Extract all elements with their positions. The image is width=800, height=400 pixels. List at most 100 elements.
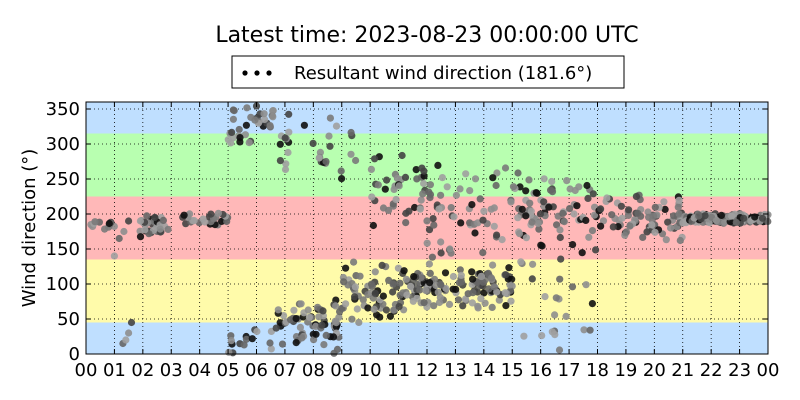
data-point — [437, 238, 445, 246]
data-point — [525, 176, 533, 184]
data-point — [541, 293, 549, 301]
data-point — [569, 241, 577, 249]
y-tick-label: 200 — [46, 204, 80, 225]
data-point — [241, 131, 249, 139]
data-point — [425, 226, 434, 234]
data-point — [417, 274, 425, 282]
data-point — [438, 174, 446, 182]
data-point — [351, 293, 359, 301]
data-point — [214, 209, 222, 217]
data-point — [369, 221, 377, 230]
data-point — [393, 174, 402, 182]
data-point — [367, 280, 376, 288]
data-point — [376, 313, 384, 321]
data-point — [374, 181, 382, 189]
data-point — [437, 191, 445, 199]
data-point — [245, 139, 253, 147]
data-point — [461, 295, 470, 303]
data-point — [266, 339, 274, 347]
x-tick-label: 10 — [359, 360, 382, 381]
data-point — [468, 201, 476, 209]
data-point — [584, 194, 592, 202]
y-axis-label: Wind direction (°) — [19, 149, 40, 308]
data-point — [229, 115, 237, 123]
x-tick-label: 18 — [586, 360, 609, 381]
data-point — [253, 327, 261, 336]
data-point — [471, 229, 479, 237]
data-point — [481, 299, 489, 307]
data-point — [476, 195, 484, 203]
data-point — [164, 225, 172, 233]
data-point — [664, 218, 672, 226]
data-point — [322, 331, 330, 339]
data-point — [115, 234, 123, 243]
data-point — [485, 285, 493, 293]
data-point — [548, 328, 556, 336]
data-point — [282, 160, 290, 168]
data-point — [407, 282, 415, 290]
data-point — [437, 280, 445, 289]
data-point — [423, 217, 431, 225]
x-tick-label: 08 — [302, 360, 325, 381]
data-point — [582, 216, 590, 224]
data-point — [532, 189, 540, 197]
x-tick-label: 15 — [501, 360, 524, 381]
data-point — [740, 214, 748, 222]
data-point — [284, 148, 292, 157]
data-point — [552, 294, 560, 302]
data-point — [559, 209, 567, 217]
data-point — [426, 269, 434, 277]
x-tick-label: 17 — [558, 360, 581, 381]
data-point — [540, 198, 548, 206]
data-point — [624, 211, 633, 219]
data-point — [251, 116, 259, 124]
data-point — [480, 289, 488, 297]
data-point — [751, 213, 759, 221]
x-tick-label: 07 — [273, 360, 296, 381]
data-point — [199, 215, 207, 223]
data-point — [227, 337, 235, 345]
data-point — [457, 219, 465, 227]
data-point — [728, 212, 736, 220]
data-point — [280, 312, 288, 320]
data-point — [597, 222, 605, 230]
data-point — [312, 330, 320, 338]
data-point — [141, 226, 149, 234]
data-point — [426, 181, 434, 189]
data-point — [566, 205, 574, 213]
data-point — [479, 216, 487, 224]
data-point — [386, 312, 394, 320]
data-point — [548, 177, 556, 186]
data-point — [276, 157, 284, 165]
data-point — [143, 212, 151, 220]
data-point — [370, 305, 378, 313]
data-point — [597, 205, 605, 213]
data-point — [505, 264, 513, 272]
data-point — [667, 224, 675, 232]
data-point — [675, 210, 683, 218]
data-point — [644, 208, 652, 216]
x-tick-label: 03 — [160, 360, 183, 381]
data-point — [260, 110, 268, 118]
data-point — [296, 323, 304, 331]
data-point — [452, 285, 460, 293]
data-point — [622, 228, 631, 236]
data-point — [547, 186, 555, 194]
data-point — [292, 315, 300, 323]
data-point — [227, 139, 235, 147]
data-point — [447, 204, 455, 212]
data-point — [426, 279, 434, 287]
data-point — [392, 195, 400, 204]
data-point — [230, 107, 238, 115]
data-point — [430, 221, 438, 229]
data-point — [557, 255, 565, 263]
data-point — [489, 174, 497, 182]
data-point — [266, 122, 274, 130]
data-points — [87, 102, 772, 357]
data-point — [368, 193, 376, 201]
x-tick-label: 19 — [614, 360, 637, 381]
data-point — [125, 329, 133, 337]
data-point — [338, 175, 346, 183]
data-point — [425, 188, 433, 196]
data-point — [589, 190, 597, 198]
